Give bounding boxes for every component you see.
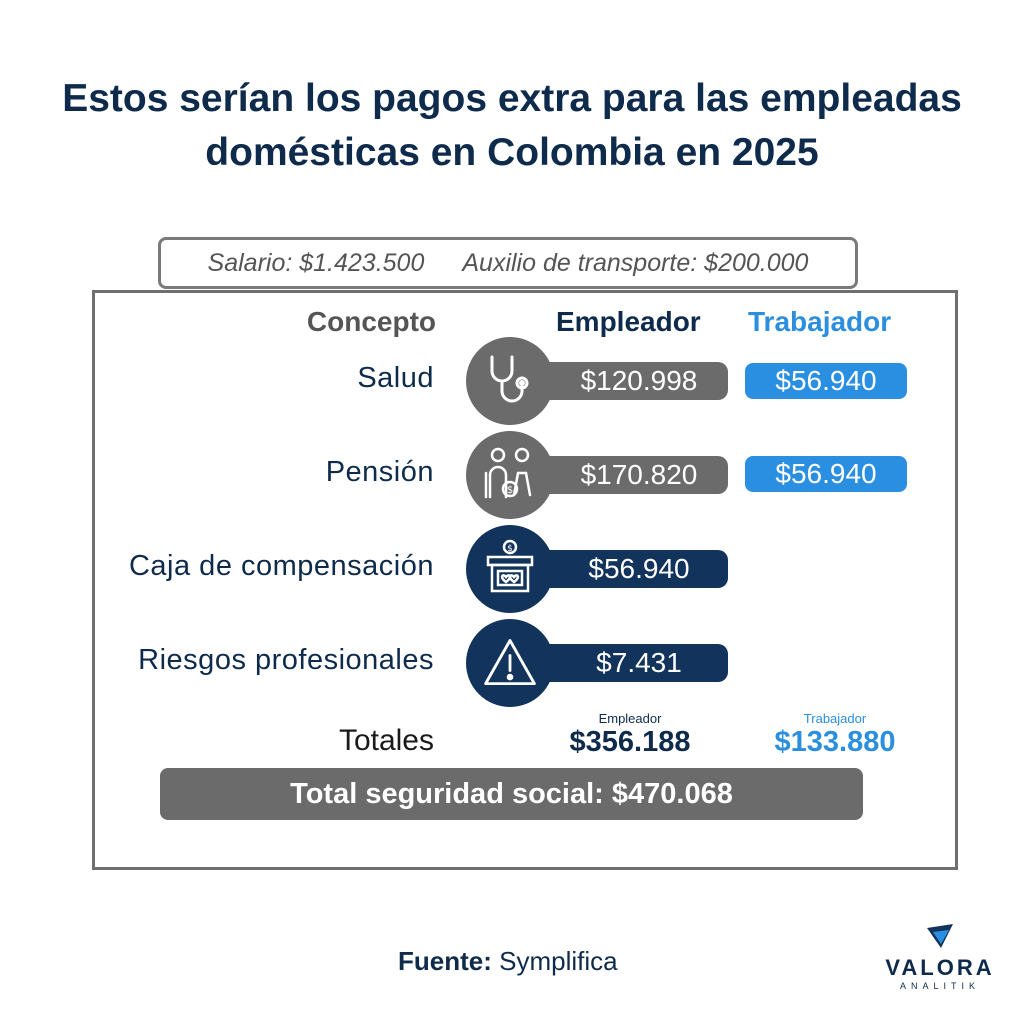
row-label-pension: Pensión — [325, 456, 434, 488]
salary-summary-box: Salario: $1.423.500 Auxilio de transport… — [158, 237, 858, 289]
caja-empleador-value: $56.940 — [520, 550, 728, 588]
total-social-security-bar: Total seguridad social: $470.068 — [160, 768, 863, 820]
salud-trabajador-value: $56.940 — [745, 363, 907, 399]
riesgos-empleador-value: $7.431 — [520, 644, 728, 682]
logo-name: VALORA — [885, 955, 995, 980]
stethoscope-icon — [466, 337, 554, 425]
totals-trabajador-value: $133.880 — [774, 726, 896, 758]
auxilio-text: Auxilio de transporte: $200.000 — [462, 248, 809, 277]
elderly-couple-icon: $ — [466, 431, 554, 519]
row-label-salud: Salud — [357, 362, 434, 394]
salud-empleador-value: $120.998 — [520, 362, 728, 400]
salud-empleador-text: $120.998 — [580, 365, 698, 396]
header-empleador: Empleador — [556, 306, 701, 337]
valora-analitik-logo: VALORA ANALITIK — [884, 922, 996, 991]
source-note: Fuente: Symplifica — [398, 946, 618, 977]
totals-trabajador-caption: Trabajador — [803, 711, 867, 726]
pension-empleador-value: $170.820 — [520, 456, 728, 494]
title-line-1: Estos serían los pagos extra para las em… — [62, 77, 962, 120]
svg-text:$: $ — [507, 485, 513, 496]
totales-label: Totales — [338, 724, 434, 757]
logo-mark-icon — [927, 924, 953, 948]
source-prefix: Fuente: — [398, 946, 492, 976]
riesgos-empleador-text: $7.431 — [596, 647, 682, 678]
page-title: Estos serían los pagos extra para las em… — [0, 72, 1024, 180]
logo-subtitle: ANALITIK — [899, 981, 980, 991]
pension-empleador-text: $170.820 — [580, 459, 698, 490]
header-trabajador: Trabajador — [748, 306, 892, 337]
title-line-2: domésticas en Colombia en 2025 — [205, 131, 819, 174]
caja-empleador-text: $56.940 — [588, 553, 690, 584]
totals-empleador-value: $356.188 — [569, 726, 691, 758]
source-name: Symplifica — [499, 946, 618, 976]
donation-box-icon: $ — [466, 525, 554, 613]
row-label-riesgos: Riesgos profesionales — [138, 644, 434, 676]
header-concepto: Concepto — [306, 306, 436, 337]
row-label-caja: Caja de compensación — [128, 550, 434, 582]
svg-text:$: $ — [507, 544, 513, 554]
salario-text: Salario: $1.423.500 — [207, 248, 425, 277]
totals-empleador-caption: Empleador — [598, 711, 662, 726]
pension-trabajador-value: $56.940 — [745, 456, 907, 492]
warning-icon — [466, 619, 554, 707]
